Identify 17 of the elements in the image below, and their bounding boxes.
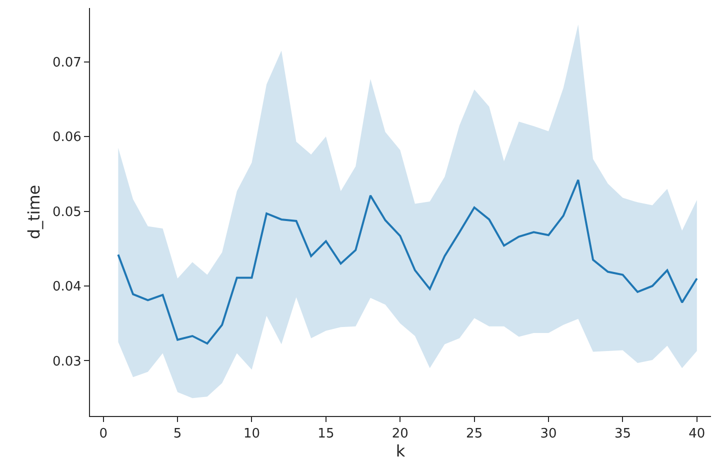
x-tick-label: 35 — [614, 426, 631, 442]
x-tick-label: 20 — [392, 426, 408, 442]
x-tick-label: 15 — [318, 426, 334, 442]
x-tick-label: 0 — [99, 426, 108, 442]
line-series — [117, 178, 698, 345]
x-tick-label: 10 — [243, 426, 260, 442]
y-tick-label: 0.06 — [52, 130, 82, 146]
y-tick-label: 0.03 — [52, 354, 82, 370]
y-tick-label: 0.04 — [52, 280, 82, 295]
x-tick-label: 40 — [688, 426, 706, 442]
x-tick-label: 5 — [173, 426, 182, 442]
y-tick-label: 0.07 — [52, 55, 82, 70]
y-axis-title: d_time — [24, 184, 44, 240]
x-axis-title: k — [396, 442, 406, 461]
x-tick-label: 30 — [540, 426, 557, 442]
x-tick-label: 25 — [466, 426, 483, 442]
y-tick-label: 0.05 — [52, 204, 82, 220]
